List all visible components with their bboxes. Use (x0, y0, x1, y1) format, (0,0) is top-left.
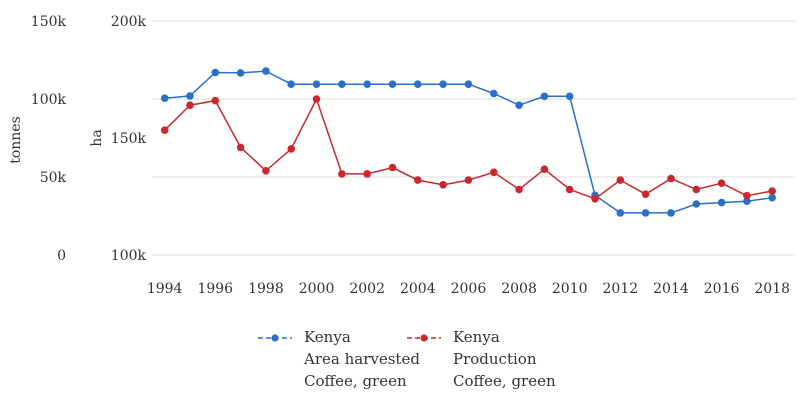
legend-line: Coffee, green (304, 372, 407, 390)
data-point[interactable] (388, 163, 397, 172)
data-point[interactable] (186, 101, 194, 109)
data-point[interactable] (236, 69, 245, 77)
tonnes-tick-label: 50k (40, 170, 67, 186)
data-point[interactable] (414, 176, 422, 184)
data-point[interactable] (363, 170, 372, 178)
data-point[interactable] (312, 95, 321, 103)
data-point[interactable] (768, 187, 776, 195)
data-point[interactable] (616, 209, 625, 217)
series-line (164, 70, 773, 214)
data-point[interactable] (565, 92, 574, 101)
x-tick-label: 2002 (349, 281, 385, 297)
x-tick-label: 2008 (501, 281, 537, 297)
data-point[interactable] (515, 101, 523, 109)
data-point[interactable] (262, 167, 270, 175)
data-point[interactable] (287, 80, 296, 88)
data-point[interactable] (692, 185, 701, 194)
data-point[interactable] (743, 197, 751, 205)
data-point[interactable] (692, 200, 701, 208)
data-point[interactable] (490, 89, 498, 98)
x-tick-label: 2016 (704, 281, 740, 297)
data-point[interactable] (287, 145, 296, 153)
data-point[interactable] (641, 190, 650, 198)
data-point[interactable] (717, 179, 726, 187)
data-point[interactable] (768, 193, 776, 202)
data-point[interactable] (262, 67, 270, 75)
ha-tick-label: 150k (111, 131, 147, 147)
legend-line: Production (453, 350, 537, 368)
legend-label-area-harvested: Kenya Area harvested Coffee, green (304, 326, 420, 392)
x-tick-label: 1996 (197, 281, 233, 297)
series-area-harvested (160, 67, 776, 217)
data-point[interactable] (338, 80, 346, 88)
x-tick-label: 1994 (147, 281, 183, 297)
data-point[interactable] (211, 68, 220, 77)
legend-label-production: Kenya Production Coffee, green (453, 326, 556, 392)
data-point[interactable] (439, 80, 447, 88)
data-point[interactable] (540, 92, 549, 101)
legend-marker-area-harvested (256, 326, 300, 346)
x-tick-label: 2006 (451, 281, 487, 297)
data-point[interactable] (439, 181, 447, 189)
data-point[interactable] (616, 176, 625, 184)
data-point[interactable] (160, 126, 169, 134)
data-point[interactable] (641, 209, 650, 217)
data-point[interactable] (186, 92, 194, 100)
data-point[interactable] (591, 195, 599, 203)
ha-tick-label: 100k (111, 248, 147, 264)
x-axis: 1994 1996 1998 2000 2002 2004 2006 2008 2010 2012… (147, 281, 790, 297)
legend-line: Kenya (453, 328, 500, 346)
x-tick-label: 1998 (248, 281, 284, 297)
data-point[interactable] (338, 170, 346, 178)
ha-axis: ha 200k 150k 100k (89, 14, 147, 264)
data-point[interactable] (236, 143, 245, 152)
tonnes-axis-title: tonnes (8, 116, 24, 164)
data-point[interactable] (312, 80, 321, 88)
x-tick-label: 2012 (603, 281, 639, 297)
tonnes-tick-label: 100k (31, 92, 67, 108)
data-point[interactable] (667, 174, 675, 183)
x-tick-label: 2000 (299, 281, 335, 297)
x-tick-label: 2018 (754, 281, 790, 297)
data-point[interactable] (490, 168, 498, 177)
data-point[interactable] (388, 80, 397, 88)
gridlines (152, 20, 795, 256)
legend-line: Coffee, green (453, 372, 556, 390)
data-point[interactable] (717, 198, 726, 207)
x-tick-label: 2010 (552, 281, 588, 297)
data-point[interactable] (743, 191, 751, 200)
ha-axis-title: ha (89, 129, 105, 146)
tonnes-tick-label: 0 (57, 248, 66, 264)
ha-tick-label: 200k (111, 14, 147, 30)
data-point[interactable] (515, 185, 523, 194)
data-point[interactable] (211, 96, 220, 105)
tonnes-axis: tonnes 150k 100k 50k 0 (8, 14, 67, 264)
data-point[interactable] (160, 94, 169, 102)
series-group (160, 67, 776, 217)
legend-item-area-harvested[interactable]: Kenya Area harvested Coffee, green (256, 326, 420, 392)
data-point[interactable] (565, 185, 574, 194)
x-tick-label: 2014 (653, 281, 689, 297)
data-point[interactable] (363, 80, 372, 88)
x-tick-label: 2004 (400, 281, 436, 297)
data-point[interactable] (464, 80, 473, 88)
series-production (160, 95, 776, 203)
legend-line: Kenya (304, 328, 351, 346)
legend-marker-production (405, 326, 449, 346)
data-point[interactable] (667, 209, 675, 217)
data-point[interactable] (540, 165, 549, 173)
tonnes-tick-label: 150k (31, 14, 67, 30)
legend-item-production[interactable]: Kenya Production Coffee, green (405, 326, 556, 392)
data-point[interactable] (464, 176, 473, 184)
legend-line: Area harvested (304, 350, 420, 368)
data-point[interactable] (414, 80, 422, 88)
